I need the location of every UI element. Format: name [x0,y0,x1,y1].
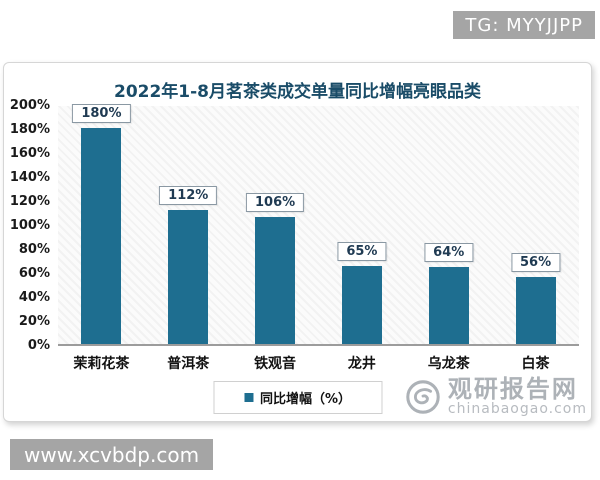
bar-column: 56% [492,106,579,344]
x-category-label: 乌龙茶 [427,356,470,372]
x-category-label: 铁观音 [254,356,297,372]
bar-value-label: 106% [245,192,305,212]
tg-banner-text: TG: MYYJJPP [465,14,583,36]
bar-value-label: 65% [337,242,387,261]
y-tick-label: 120% [9,194,50,209]
chart-body: 0% 20% 40% 60% 80% 100% 120% 140% 160% 180% 200% 1… [9,98,579,353]
watermark: 观研报告网 chinabaogao.com [404,375,587,418]
bar-value-label: 112% [159,185,218,205]
bar [428,267,469,344]
chart-panel: 2022年1-8月茗茶类成交单量同比增幅亮眼品类 0% 20% 40% 60% 80% 1… [3,62,592,422]
y-tick-label: 0% [27,338,50,353]
bar-column: 180% [58,104,145,344]
site-banner: www.xcvbdp.com [10,439,214,470]
legend-label: 同比增幅（%） [259,392,352,407]
tg-banner: TG: MYYJJPP [453,11,595,39]
y-tick-label: 40% [18,290,50,305]
bar-value-label: 180% [72,104,131,123]
bar [341,266,382,344]
watermark-domain: chinabaogao.com [447,401,587,418]
bar-column: 64% [405,106,492,344]
bar [81,128,122,344]
x-axis-labels: 茉莉花茶 普洱茶 铁观音 龙井 乌龙茶 白茶 [58,353,579,373]
bar-value-label: 64% [424,243,474,263]
y-axis: 0% 20% 40% 60% 80% 100% 120% 140% 160% 180% 200% [9,98,58,353]
x-category-label: 龙井 [347,356,376,372]
bar-column: 112% [145,106,232,344]
watermark-text: 观研报告网 chinabaogao.com [447,375,587,418]
bar [515,276,556,344]
y-tick-label: 200% [9,98,50,113]
bar-value-label: 56% [510,252,561,272]
y-tick-label: 80% [18,242,50,257]
legend: 同比增幅（%） [212,381,383,414]
y-tick-label: 20% [18,314,50,329]
y-tick-label: 100% [9,218,50,233]
y-tick-label: 140% [9,170,50,185]
x-category-label: 茉莉花茶 [73,356,130,372]
y-tick-label: 160% [9,146,50,161]
site-banner-text: www.xcvbdp.com [24,442,200,467]
bar [255,216,296,344]
x-category-label: 白茶 [521,356,550,372]
chart-title: 2022年1-8月茗茶类成交单量同比增幅亮眼品类 [113,82,482,102]
bar [168,209,209,344]
y-tick-label: 60% [18,266,50,281]
watermark-eye-logo-icon [406,380,440,414]
bar-column: 106% [232,106,319,344]
y-tick-label: 180% [9,122,50,137]
plot-area: 180% 112% 106% 65% 64% 56% [58,104,579,346]
x-category-label: 普洱茶 [167,356,210,372]
bar-column: 65% [318,106,405,344]
legend-swatch-icon [243,393,253,402]
watermark-name: 观研报告网 [447,375,578,404]
